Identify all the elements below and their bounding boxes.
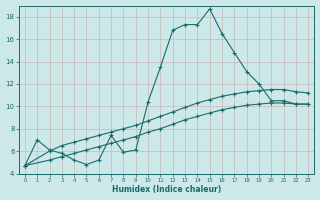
X-axis label: Humidex (Indice chaleur): Humidex (Indice chaleur): [112, 185, 221, 194]
